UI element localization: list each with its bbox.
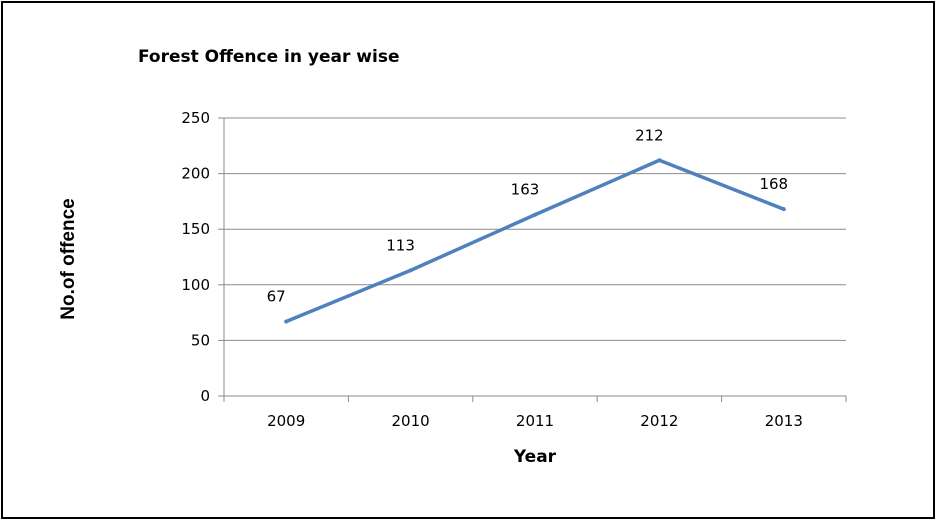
data-point-2009 bbox=[284, 319, 289, 324]
x-tick-label-2010: 2010 bbox=[392, 412, 430, 430]
chart-title: Forest Offence in year wise bbox=[138, 47, 399, 67]
y-tick-label-0: 0 bbox=[200, 387, 210, 405]
data-point-2011 bbox=[533, 212, 537, 217]
x-tick-labels: 2009 2010 2011 2012 2013 bbox=[267, 412, 803, 430]
x-tick-label-2013: 2013 bbox=[765, 412, 803, 430]
data-label-2010: 113 bbox=[386, 236, 415, 254]
series-lines bbox=[284, 158, 786, 324]
x-tick-label-2009: 2009 bbox=[267, 412, 305, 430]
data-label-2013: 168 bbox=[759, 175, 788, 193]
gridlines bbox=[224, 117, 846, 341]
y-axis-title: No.of offence bbox=[58, 198, 79, 319]
x-tick-label-2012: 2012 bbox=[640, 412, 678, 430]
x-tick-label-2011: 2011 bbox=[516, 412, 554, 430]
data-label-2012: 212 bbox=[635, 126, 664, 144]
axes bbox=[218, 117, 847, 402]
data-point-2012 bbox=[657, 158, 662, 163]
y-tick-label-250: 250 bbox=[181, 109, 210, 127]
y-tick-label-150: 150 bbox=[181, 220, 210, 238]
data-point-2010 bbox=[408, 268, 413, 273]
data-label-2011: 163 bbox=[511, 181, 540, 199]
y-tick-label-200: 200 bbox=[181, 165, 210, 183]
data-point-2013 bbox=[781, 207, 786, 212]
y-tick-label-50: 50 bbox=[191, 331, 210, 349]
y-tick-label-100: 100 bbox=[181, 276, 210, 294]
data-labels: 67 113 163 212 168 bbox=[267, 126, 788, 305]
x-axis-title: Year bbox=[513, 447, 557, 467]
y-tick-labels: 0 50 100 150 200 250 bbox=[181, 109, 210, 405]
data-label-2009: 67 bbox=[267, 287, 286, 305]
